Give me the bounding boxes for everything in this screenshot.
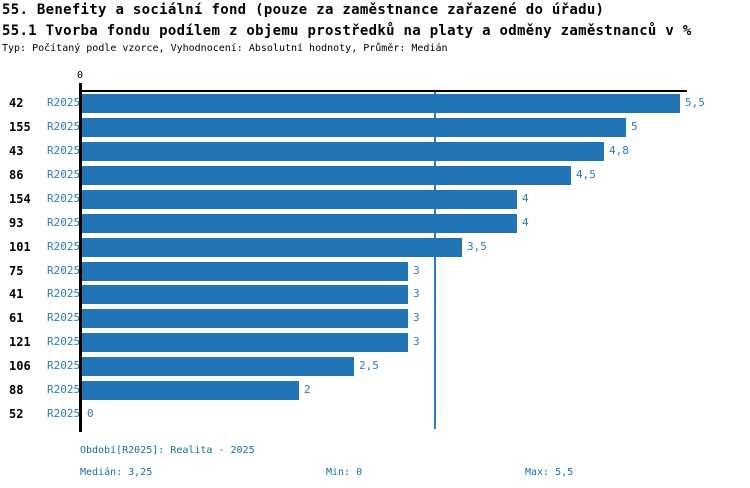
row-category-label: 93 <box>9 216 24 230</box>
chart-row: 75 R2025 3 <box>0 260 750 284</box>
chart-row: 121 R2025 3 <box>0 331 750 355</box>
value-bar <box>82 237 462 257</box>
row-series-label: R2025 <box>47 120 81 133</box>
value-bar <box>82 189 517 209</box>
footer-period-label: Období[R2025]: Realita - 2025 <box>80 445 255 456</box>
chart-row: 61 R2025 3 <box>0 307 750 331</box>
row-series-label: R2025 <box>47 240 81 253</box>
bar-value-label: 3 <box>413 311 420 324</box>
chart-row: 43 R2025 4,8 <box>0 140 750 164</box>
row-series-label: R2025 <box>47 407 81 420</box>
row-category-label: 86 <box>9 168 24 182</box>
chart-row: 86 R2025 4,5 <box>0 164 750 188</box>
row-category-label: 101 <box>9 240 31 254</box>
value-bar <box>82 213 517 233</box>
row-series-label: R2025 <box>47 192 81 205</box>
bar-value-label: 5 <box>631 120 638 133</box>
row-series-label: R2025 <box>47 144 81 157</box>
row-category-label: 42 <box>9 96 24 110</box>
row-series-label: R2025 <box>47 335 81 348</box>
bar-value-label: 2 <box>304 383 311 396</box>
indicator-subtitle: Typ: Počítaný podle vzorce, Vyhodnocení:… <box>2 43 448 54</box>
row-category-label: 61 <box>9 311 24 325</box>
row-category-label: 155 <box>9 120 31 134</box>
footer-max-stat: Max: 5,5 <box>525 467 574 478</box>
bar-value-label: 4 <box>522 216 529 229</box>
x-axis-zero-tick-label: 0 <box>76 70 84 81</box>
value-bar <box>82 356 354 376</box>
row-category-label: 121 <box>9 335 31 349</box>
chart-row: 93 R2025 4 <box>0 212 750 236</box>
value-bar <box>82 261 408 281</box>
median-line <box>434 92 436 429</box>
row-series-label: R2025 <box>47 168 81 181</box>
value-bar <box>82 380 299 400</box>
value-bar <box>82 165 571 185</box>
row-series-label: R2025 <box>47 216 81 229</box>
value-bar <box>82 93 680 113</box>
value-bar <box>82 117 626 137</box>
footer-min-stat: Min: 0 <box>326 467 363 478</box>
bar-value-label: 2,5 <box>359 359 379 372</box>
bar-value-label: 3 <box>413 335 420 348</box>
chart-row: 154 R2025 4 <box>0 188 750 212</box>
indicator-title: 55.1 Tvorba fondu podílem z objemu prost… <box>2 23 692 39</box>
bar-value-label: 3 <box>413 287 420 300</box>
row-category-label: 106 <box>9 359 31 373</box>
row-series-label: R2025 <box>47 287 81 300</box>
bar-value-label: 4,5 <box>576 168 596 181</box>
report-title: 55. Benefity a sociální fond (pouze za z… <box>2 2 605 18</box>
chart-row: 106 R2025 2,5 <box>0 355 750 379</box>
y-axis-line <box>79 83 82 432</box>
bar-value-label: 5,5 <box>685 96 705 109</box>
chart-row: 52 R2025 0 <box>0 403 750 427</box>
chart-rows: 42 R2025 5,5 155 R2025 5 43 R2025 4,8 86 R2025 4,5 1… <box>0 92 750 428</box>
row-series-label: R2025 <box>47 383 81 396</box>
row-category-label: 154 <box>9 192 31 206</box>
bar-value-label: 4,8 <box>609 144 629 157</box>
row-category-label: 88 <box>9 383 24 397</box>
chart-row: 101 R2025 3,5 <box>0 236 750 260</box>
chart-row: 88 R2025 2 <box>0 379 750 403</box>
chart-row: 41 R2025 3 <box>0 283 750 307</box>
row-series-label: R2025 <box>47 96 81 109</box>
bar-value-label: 0 <box>87 407 94 420</box>
chart-row: 155 R2025 5 <box>0 116 750 140</box>
bar-value-label: 4 <box>522 192 529 205</box>
row-series-label: R2025 <box>47 359 81 372</box>
value-bar <box>82 284 408 304</box>
row-series-label: R2025 <box>47 311 81 324</box>
value-bar <box>82 332 408 352</box>
row-category-label: 43 <box>9 144 24 158</box>
value-bar <box>82 308 408 328</box>
row-series-label: R2025 <box>47 264 81 277</box>
chart-row: 42 R2025 5,5 <box>0 92 750 116</box>
x-axis-line <box>79 90 687 92</box>
bar-value-label: 3 <box>413 264 420 277</box>
bar-value-label: 3,5 <box>467 240 487 253</box>
footer-median-stat: Medián: 3,25 <box>80 467 153 478</box>
value-bar <box>82 141 604 161</box>
row-category-label: 75 <box>9 264 24 278</box>
row-category-label: 52 <box>9 407 24 421</box>
row-category-label: 41 <box>9 287 24 301</box>
